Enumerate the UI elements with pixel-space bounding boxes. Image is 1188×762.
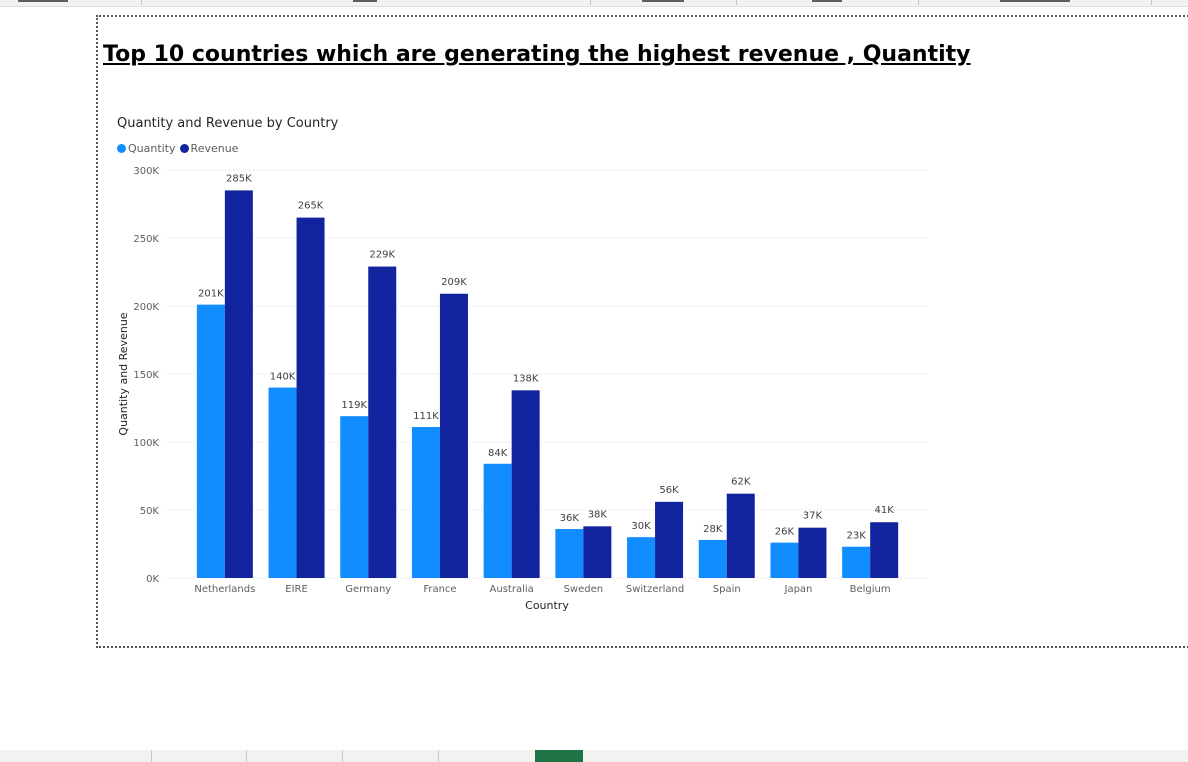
bar-quantity-switzerland[interactable] [627,537,656,578]
data-label-revenue: 38K [588,509,608,520]
bar-revenue-switzerland[interactable] [655,501,684,578]
x-axis-title: Country [525,599,569,612]
data-label-quantity: 30K [631,521,651,532]
bar-revenue-netherlands[interactable] [224,190,253,578]
y-tick-label: 50K [140,506,160,517]
bar-revenue-australia[interactable] [511,390,540,578]
data-label-quantity: 119K [341,400,367,411]
data-label-revenue: 41K [875,505,895,516]
x-tick-label: Switzerland [626,584,684,595]
report-canvas [96,15,1188,648]
bar-quantity-sweden[interactable] [555,529,584,578]
bar-revenue-belgium[interactable] [870,522,899,578]
ribbon-strip [0,0,1188,7]
data-label-revenue: 62K [731,477,751,488]
bar-quantity-belgium[interactable] [842,546,871,578]
y-tick-label: 250K [133,234,159,245]
x-tick-label: Australia [490,584,534,595]
sheet-tab-strip [0,750,1188,762]
bar-revenue-france[interactable] [439,293,468,578]
bar-quantity-eire[interactable] [268,387,297,578]
legend-marker-quantity [117,144,126,153]
bar-revenue-eire[interactable] [296,217,325,578]
legend-item-quantity[interactable]: Quantity [117,142,176,155]
y-tick-label: 300K [133,166,159,177]
x-tick-label: EIRE [285,584,308,595]
x-tick-label: Netherlands [194,584,255,595]
x-tick-label: Germany [345,584,391,595]
active-page-tab[interactable] [535,750,583,762]
bar-revenue-spain[interactable] [726,493,755,578]
data-label-revenue: 229K [369,250,395,261]
y-tick-label: 0K [146,574,159,585]
legend-marker-revenue [179,144,189,153]
chart-title: Quantity and Revenue by Country [117,116,339,131]
y-tick-label: 100K [133,438,159,449]
data-label-revenue: 285K [226,173,252,184]
data-label-quantity: 23K [847,531,867,542]
y-tick-label: 200K [133,302,159,313]
bar-revenue-germany[interactable] [368,266,397,578]
bar-revenue-japan[interactable] [798,527,827,578]
data-label-quantity: 28K [703,524,723,535]
legend-label-revenue: Revenue [190,142,239,155]
data-label-quantity: 84K [488,448,508,459]
bar-quantity-netherlands[interactable] [196,304,225,578]
legend-item-revenue[interactable]: Revenue [179,142,239,155]
data-label-revenue: 265K [298,201,324,212]
data-label-quantity: 111K [413,411,439,422]
bar-revenue-sweden[interactable] [583,526,612,578]
data-label-quantity: 36K [560,513,580,524]
bar-quantity-germany[interactable] [340,416,369,578]
bar-quantity-japan[interactable] [770,542,799,578]
chart-legend: Quantity Revenue [117,142,242,155]
y-axis-title: Quantity and Revenue [117,312,130,435]
data-label-quantity: 201K [198,289,224,300]
data-label-quantity: 140K [270,372,296,383]
x-tick-label: Sweden [564,584,604,595]
data-label-revenue: 138K [513,373,539,384]
bar-quantity-spain[interactable] [698,539,727,578]
data-label-revenue: 37K [803,511,823,522]
x-tick-label: France [423,584,456,595]
x-tick-label: Japan [784,584,813,595]
x-tick-label: Spain [713,584,741,595]
data-label-revenue: 209K [441,277,467,288]
page-title: Top 10 countries which are generating th… [103,42,971,67]
data-label-quantity: 26K [775,527,795,538]
y-tick-label: 150K [133,370,159,381]
bar-quantity-australia[interactable] [483,463,512,578]
legend-label-quantity: Quantity [128,142,176,155]
data-label-revenue: 56K [659,485,679,496]
bar-quantity-france[interactable] [411,427,440,578]
x-tick-label: Belgium [850,584,891,595]
